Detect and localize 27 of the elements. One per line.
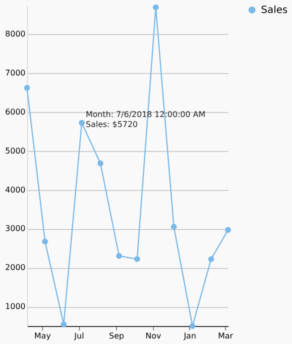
point (208, 256, 214, 262)
point (42, 238, 48, 245)
point (116, 253, 122, 259)
y-tick-label: 5000 (5, 146, 26, 156)
x-tick-label: Jul (73, 332, 84, 340)
point (97, 160, 104, 166)
y-tick-label: 6000 (5, 108, 26, 116)
point (134, 256, 140, 262)
legend-label: Sales (261, 5, 288, 16)
x-tick-label: Jan (182, 332, 196, 340)
x-tick-label: Nov (145, 332, 162, 340)
point (24, 84, 30, 91)
x-tick-label: Mar (218, 332, 234, 340)
point (60, 321, 67, 328)
point (225, 226, 231, 233)
y-tick-label: 2000 (5, 263, 26, 272)
y-tick-label: 4000 (5, 185, 26, 194)
point (190, 323, 196, 329)
point (170, 224, 177, 230)
x-tick-label: May (34, 332, 52, 340)
point (152, 4, 159, 10)
y-tick-label: 3000 (5, 224, 26, 234)
point (78, 120, 85, 126)
y-tick-label: 7000 (5, 68, 26, 78)
y-tick-label: 8000 (5, 30, 26, 39)
y-tick-label: 1000 (5, 302, 26, 312)
x-tick-label: Sep (109, 332, 124, 340)
